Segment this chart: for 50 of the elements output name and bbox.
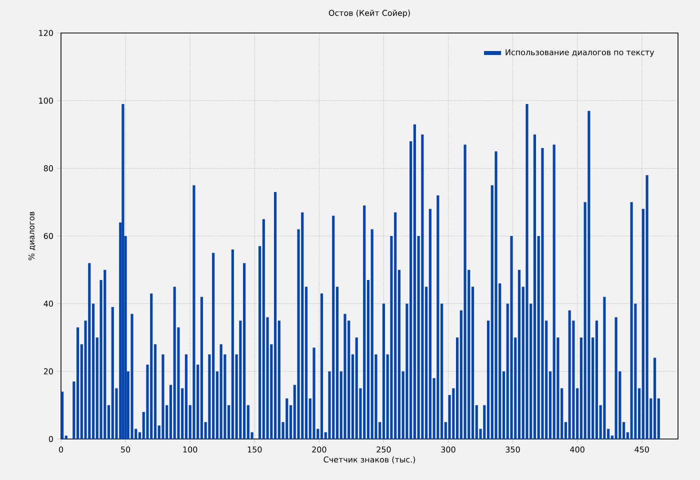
bar xyxy=(464,144,466,439)
bar xyxy=(533,134,536,439)
bar xyxy=(421,134,424,439)
bar xyxy=(603,296,606,439)
bar xyxy=(494,151,498,439)
bar xyxy=(382,304,385,439)
bar xyxy=(122,104,124,439)
bar xyxy=(526,104,528,439)
bar xyxy=(312,348,316,439)
bar xyxy=(436,195,440,439)
bar xyxy=(646,175,648,439)
bar xyxy=(630,202,633,439)
bar xyxy=(162,354,164,439)
bar xyxy=(184,354,188,439)
bar xyxy=(173,286,176,439)
bar xyxy=(88,263,91,439)
bar xyxy=(552,144,556,439)
bar xyxy=(332,216,335,439)
bar xyxy=(595,320,598,439)
bar xyxy=(568,310,571,439)
bar xyxy=(344,314,346,439)
bar xyxy=(301,212,304,439)
bar xyxy=(150,294,153,439)
bar xyxy=(130,314,134,439)
bar xyxy=(111,307,114,439)
bar xyxy=(370,229,374,439)
bar xyxy=(192,185,196,439)
bar xyxy=(320,294,324,439)
bar xyxy=(541,148,544,439)
bar xyxy=(262,219,265,439)
bar xyxy=(200,296,203,439)
bar xyxy=(510,236,513,439)
bar xyxy=(243,263,246,439)
bar xyxy=(355,338,358,439)
bar xyxy=(220,344,222,439)
bar xyxy=(212,252,215,439)
bar xyxy=(413,124,416,439)
bar xyxy=(231,250,234,439)
bar xyxy=(518,270,521,439)
bar xyxy=(588,110,590,439)
bar xyxy=(286,398,288,439)
bar xyxy=(653,358,656,439)
bar xyxy=(104,270,106,439)
bar xyxy=(394,212,397,439)
bar xyxy=(274,192,277,439)
bar xyxy=(363,206,366,439)
bar xyxy=(614,317,618,439)
bar xyxy=(428,208,432,439)
bar xyxy=(76,327,80,439)
bar xyxy=(61,392,64,439)
